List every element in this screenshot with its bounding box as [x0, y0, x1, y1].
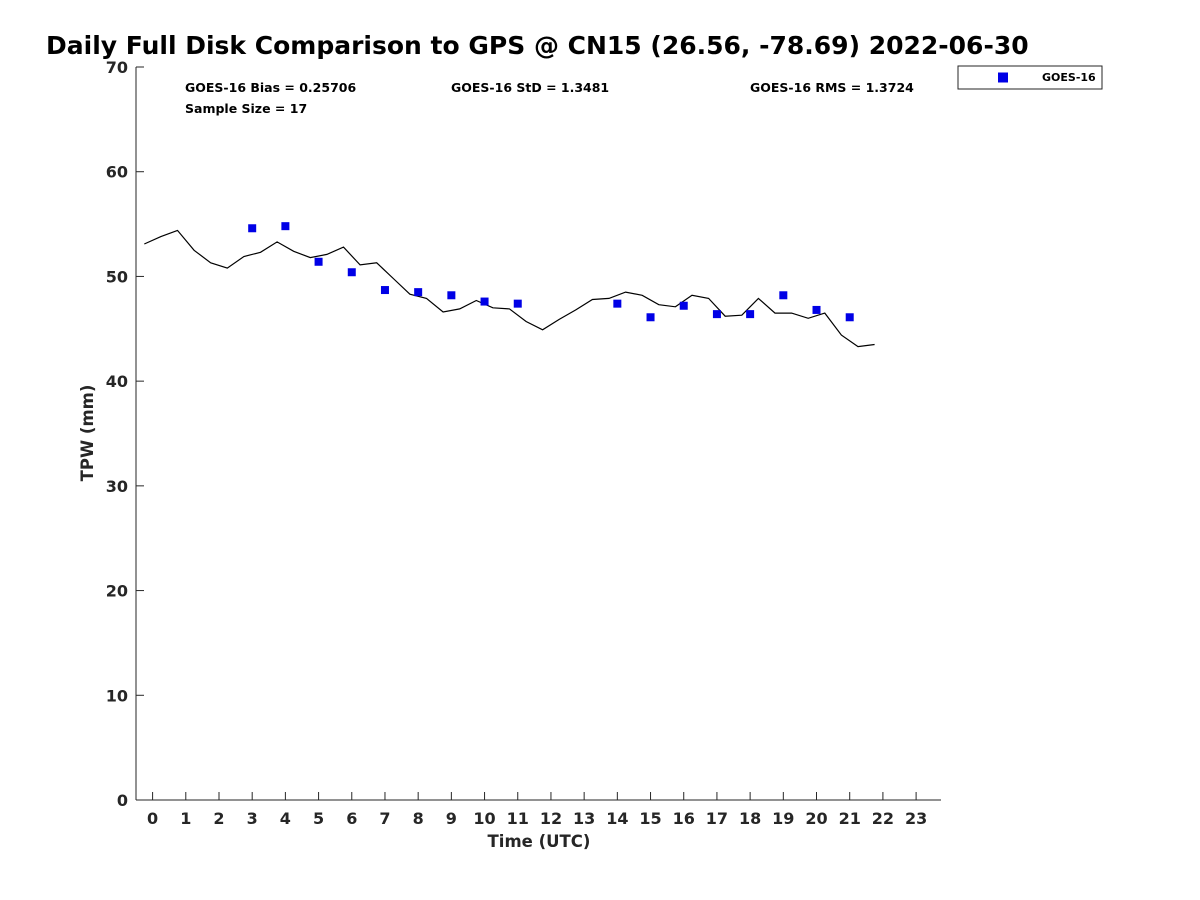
- goes16-point: [281, 222, 290, 231]
- goes16-point: [679, 301, 688, 310]
- goes16-point: [613, 299, 622, 308]
- x-tick-label: 23: [905, 809, 927, 828]
- x-tick-label: 14: [606, 809, 628, 828]
- goes16-point: [380, 286, 389, 295]
- chart-title: Daily Full Disk Comparison to GPS @ CN15…: [46, 31, 1029, 60]
- x-tick-label: 0: [147, 809, 158, 828]
- goes16-point: [513, 299, 522, 308]
- y-tick-label: 70: [106, 58, 128, 77]
- legend-label: GOES-16: [1042, 71, 1096, 84]
- x-tick-label: 10: [473, 809, 495, 828]
- legend-box: [957, 65, 1103, 90]
- x-tick-label: 21: [839, 809, 861, 828]
- y-tick-label: 0: [117, 791, 128, 810]
- x-tick-label: 13: [573, 809, 595, 828]
- goes16-point: [779, 291, 788, 300]
- goes16-point: [248, 224, 257, 233]
- x-tick-label: 2: [213, 809, 224, 828]
- gps-line: [144, 229, 875, 348]
- x-tick-label: 1: [180, 809, 191, 828]
- y-tick-label: 10: [106, 686, 128, 705]
- x-tick-label: 20: [805, 809, 827, 828]
- rms-stat: GOES-16 RMS = 1.3724: [750, 80, 914, 95]
- y-tick-label: 50: [106, 267, 128, 286]
- goes16-point: [447, 291, 456, 300]
- goes16-point: [347, 268, 356, 277]
- legend: GOES-16: [957, 65, 1103, 90]
- x-tick-label: 8: [413, 809, 424, 828]
- x-tick-label: 11: [507, 809, 529, 828]
- sample-size-stat: Sample Size = 17: [185, 101, 307, 116]
- y-tick-label: 30: [106, 477, 128, 496]
- std-stat: GOES-16 StD = 1.3481: [451, 80, 609, 95]
- x-tick-label: 19: [772, 809, 794, 828]
- x-tick-label: 9: [446, 809, 457, 828]
- x-tick-label: 4: [280, 809, 291, 828]
- y-axis-label: TPW (mm): [78, 385, 97, 482]
- y-tick-label: 60: [106, 163, 128, 182]
- goes16-point: [845, 313, 854, 322]
- bias-stat: GOES-16 Bias = 0.25706: [185, 80, 356, 95]
- goes16-point: [314, 257, 323, 266]
- x-tick-label: 3: [247, 809, 258, 828]
- goes16-point: [480, 297, 489, 306]
- goes16-point: [712, 310, 721, 319]
- x-axis-label: Time (UTC): [488, 832, 591, 851]
- x-tick-label: 17: [706, 809, 728, 828]
- x-tick-label: 16: [673, 809, 695, 828]
- x-tick-label: 15: [639, 809, 661, 828]
- y-tick-label: 20: [106, 582, 128, 601]
- x-tick-label: 7: [379, 809, 390, 828]
- goes16-point: [746, 310, 755, 319]
- goes16-point: [646, 313, 655, 322]
- x-tick-label: 18: [739, 809, 761, 828]
- x-tick-label: 12: [540, 809, 562, 828]
- legend-marker: [998, 72, 1008, 83]
- goes16-point: [414, 288, 423, 297]
- x-tick-label: 6: [346, 809, 357, 828]
- y-tick-label: 40: [106, 372, 128, 391]
- x-tick-label: 22: [872, 809, 894, 828]
- x-tick-label: 5: [313, 809, 324, 828]
- goes16-point: [812, 305, 821, 314]
